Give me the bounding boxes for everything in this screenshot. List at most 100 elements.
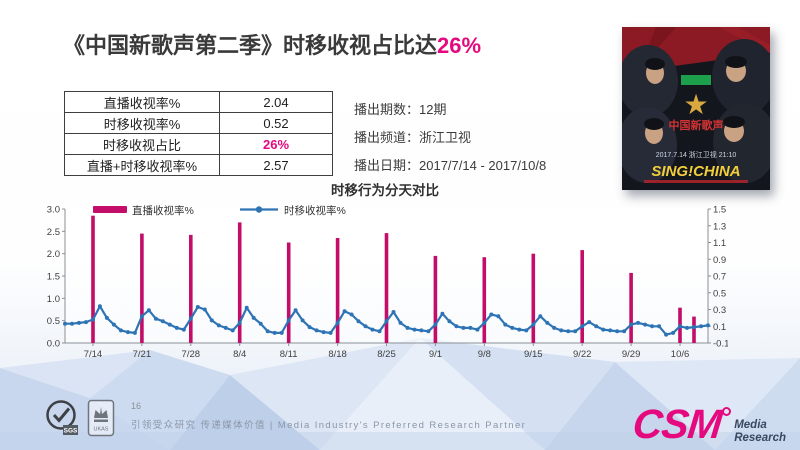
footer-slogan: 引领受众研究 传递媒体价值 | Media Industry's Preferr… [131, 417, 526, 431]
svg-text:7/14: 7/14 [84, 349, 103, 360]
table-row: 时移收视率% 0.52 [64, 112, 333, 134]
info-label: 播出频道： [354, 130, 420, 145]
svg-text:0.5: 0.5 [713, 288, 726, 299]
x-axis-ticks: 7/14 7/21 7/28 8/4 8/11 8/18 8/25 9/1 9/8 9/15 9/2… [84, 343, 690, 360]
row-value-highlighted: 26% [219, 133, 333, 155]
row-label: 时移收视占比 [64, 133, 220, 155]
svg-text:0.1: 0.1 [713, 322, 726, 333]
bar-8/18 [335, 238, 340, 343]
legend-bar-swatch [93, 206, 127, 213]
broadcast-info: 播出期数：12期 播出频道：浙江卫视 播出日期：2017/7/14 - 2017… [354, 99, 546, 183]
svg-text:9/1: 9/1 [429, 349, 442, 360]
left-axis-ticks: 0.0 0.5 1.0 1.5 2.0 2.5 3.0 [47, 205, 65, 350]
info-value: 浙江卫视 [419, 130, 472, 145]
bar-8/25 [384, 233, 389, 343]
timeshift-chart-svg: 0.0 0.5 1.0 1.5 2.0 2.5 3.0 -0.1 0.1 0.3 0.5 0.7 0.9… [47, 204, 730, 360]
row-value: 0.52 [219, 112, 333, 134]
row-value: 2.57 [219, 154, 333, 176]
row-label: 时移收视率% [64, 112, 220, 134]
info-label: 播出日期： [354, 158, 420, 173]
chart-legend: 直播收视率% 时移收视率% [93, 204, 346, 217]
csm-logo-subtitle: Media Research [734, 419, 786, 444]
poster-air-info: 2017.7.14 浙江卫视 21:10 [656, 150, 737, 159]
chart-title: 时移行为分天对比 [331, 183, 439, 198]
svg-text:1.1: 1.1 [713, 238, 726, 249]
csm-logo-sub1: Media [734, 419, 767, 431]
legend-bar-label: 直播收视率% [132, 204, 194, 217]
bar-8/11 [286, 242, 291, 343]
svg-text:8/18: 8/18 [328, 349, 347, 360]
svg-text:-0.1: -0.1 [713, 339, 728, 350]
svg-text:1.0: 1.0 [47, 294, 60, 305]
footer-slogan-cn: 引领受众研究 传递媒体价值 [131, 420, 266, 431]
csm-logo-dot-icon [722, 407, 732, 416]
footer-slogan-en: | Media Industry's Preferred Research Pa… [269, 420, 527, 431]
ukas-badge-label: UKAS [94, 427, 109, 433]
bar-9/29 [629, 272, 633, 343]
row-value: 2.04 [219, 91, 333, 113]
broadcast-episodes: 播出期数：12期 [354, 99, 546, 118]
table-row: 时移收视占比 26% [64, 133, 333, 155]
sgs-cert-badge: SGS [46, 400, 78, 435]
svg-text:9/15: 9/15 [524, 349, 543, 360]
broadcast-channel: 播出频道：浙江卫视 [354, 127, 546, 146]
page-title-text: 《中国新歌声第二季》时移收视占比达 [63, 33, 438, 58]
legend-line-marker [255, 206, 263, 213]
bar-10/8 [692, 316, 696, 343]
show-poster-art: ★ 中国新歌声 2017.7.14 浙江卫视 21:10 SING!CHINA [622, 27, 770, 190]
page-number: 16 [131, 401, 142, 411]
right-axis-ticks: -0.1 0.1 0.3 0.5 0.7 0.9 1.1 1.3 1.5 [708, 205, 729, 350]
page-title-highlight: 26% [437, 33, 482, 58]
legend-line-label: 时移收视率% [284, 204, 346, 217]
poster-sponsor-band [681, 75, 711, 85]
table-row: 直播收视率% 2.04 [64, 91, 333, 113]
page-title: 《中国新歌声第二季》时移收视占比达26% [63, 28, 481, 60]
svg-text:7/21: 7/21 [133, 349, 152, 360]
background-facets [0, 338, 800, 450]
certification-badges: SGS UKAS [44, 399, 115, 439]
svg-text:9/22: 9/22 [573, 349, 592, 360]
svg-text:0.5: 0.5 [47, 316, 60, 327]
bar-8/4 [237, 222, 242, 343]
timeshift-line-markers [63, 304, 710, 337]
row-label: 直播+时移收视率% [64, 154, 220, 176]
show-poster: ★ 中国新歌声 2017.7.14 浙江卫视 21:10 SING!CHINA [622, 27, 770, 190]
svg-text:8/25: 8/25 [377, 349, 396, 360]
csm-logo-sub2: Research [734, 431, 786, 444]
ukas-cert-badge: UKAS [87, 399, 115, 437]
svg-text:2.5: 2.5 [47, 227, 60, 238]
poster-brand: SING!CHINA [651, 163, 740, 180]
info-value: 2017/7/14 - 2017/10/8 [419, 158, 547, 173]
info-label: 播出期数： [354, 102, 420, 117]
info-value: 12期 [419, 102, 447, 117]
poster-show-name: 中国新歌声 [669, 118, 724, 132]
bar-7/21 [140, 233, 144, 343]
svg-text:9/29: 9/29 [622, 349, 641, 360]
svg-text:8/4: 8/4 [233, 349, 246, 360]
svg-text:10/6: 10/6 [671, 349, 690, 360]
row-label: 直播收视率% [64, 91, 220, 113]
svg-text:2.0: 2.0 [47, 249, 60, 260]
summary-table: 直播收视率% 2.04 时移收视率% 0.52 时移收视占比 26% 直播+时移… [64, 91, 333, 176]
csm-logo: CSM Media Research [630, 401, 786, 447]
bar-9/8 [482, 257, 487, 343]
crown-icon [94, 407, 108, 418]
bar-9/15 [531, 253, 536, 343]
live-rating-bars [91, 215, 696, 343]
svg-text:0.3: 0.3 [713, 305, 726, 316]
svg-text:9/8: 9/8 [478, 349, 491, 360]
svg-text:8/11: 8/11 [280, 349, 298, 360]
bar-7/14 [91, 215, 95, 343]
svg-text:1.5: 1.5 [47, 272, 60, 283]
bar-9/22 [580, 250, 584, 343]
svg-text:1.5: 1.5 [713, 205, 726, 216]
svg-text:0.0: 0.0 [47, 339, 60, 350]
svg-text:7/28: 7/28 [182, 349, 201, 360]
table-row: 直播+时移收视率% 2.57 [64, 154, 333, 176]
bar-9/1 [433, 255, 438, 343]
timeshift-daily-chart: 0.0 0.5 1.0 1.5 2.0 2.5 3.0 -0.1 0.1 0.3 0.5 0.7 0.9… [38, 197, 730, 374]
bar-7/28 [189, 234, 193, 343]
csm-logo-text: CSM [630, 401, 724, 447]
svg-text:0.9: 0.9 [713, 255, 726, 266]
